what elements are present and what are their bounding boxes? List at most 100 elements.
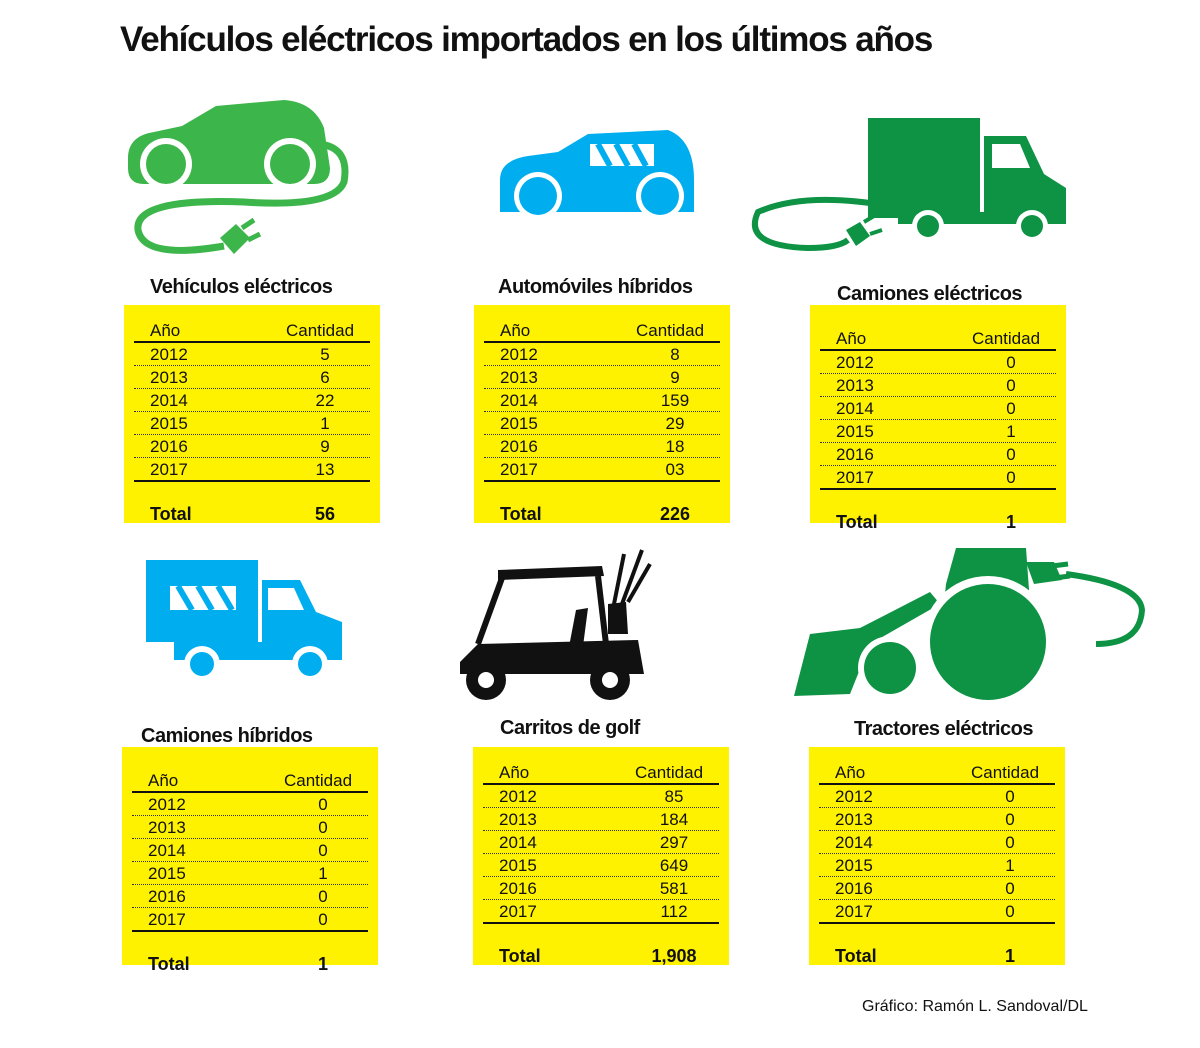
- table-box: Año Cantidad 2012 5 2013 6 2014 22 2015 1 2016 9 201…: [124, 305, 380, 524]
- data-table: Año Cantidad 2012 0 2013 0 2014 0 2015 1 2016 0 2017…: [132, 771, 368, 975]
- quantity-cell: 0: [318, 910, 328, 929]
- year-cell: 2017: [835, 902, 873, 921]
- table-row: 2015 1: [820, 420, 1056, 443]
- total-row: Total 1,908: [483, 946, 719, 967]
- quantity-cell: 0: [1005, 902, 1015, 921]
- total-value: 226: [659, 504, 691, 524]
- quantity-cell: 85: [664, 787, 684, 806]
- year-cell: 2012: [836, 353, 874, 372]
- year-cell: 2014: [499, 833, 537, 852]
- table-box: Año Cantidad 2012 0 2013 0 2014 0 2015 1 2016 0 2017…: [810, 305, 1066, 532]
- hybrid-truck-icon: [146, 560, 342, 682]
- quantity-cell: 29: [665, 414, 685, 433]
- total-label: Total: [836, 512, 878, 532]
- year-cell: 2013: [150, 368, 188, 387]
- year-cell: 2013: [500, 368, 538, 387]
- table-row: 2015 649: [483, 854, 719, 877]
- table-header: Año Cantidad: [819, 763, 1055, 785]
- table-row: 2012 85: [483, 785, 719, 808]
- quantity-cell: 1: [1006, 422, 1016, 441]
- table-row: 2013 0: [132, 816, 368, 839]
- table-row: 2014 0: [132, 839, 368, 862]
- year-cell: 2014: [148, 841, 186, 860]
- table-box: Año Cantidad 2012 0 2013 0 2014 0 2015 1 2016 0 2017…: [122, 747, 378, 974]
- year-cell: 2015: [499, 856, 537, 875]
- quantity-cell: 18: [665, 437, 685, 456]
- golf-cart-icon: [460, 549, 652, 700]
- year-cell: 2014: [500, 391, 538, 410]
- table-row: 2017 03: [484, 458, 720, 482]
- total-value: 1: [1004, 946, 1015, 966]
- quantity-cell: 649: [659, 856, 689, 875]
- year-cell: 2014: [836, 399, 874, 418]
- total-value: 56: [314, 504, 336, 524]
- year-cell: 2012: [835, 787, 873, 806]
- table-box: Año Cantidad 2012 85 2013 184 2014 297 2015 649 20…: [473, 747, 729, 967]
- header-quantity: Cantidad: [971, 329, 1041, 348]
- quantity-cell: 297: [659, 833, 689, 852]
- electric-truck-plug-icon: [751, 118, 1066, 252]
- total-value: 1,908: [651, 946, 697, 966]
- table-row: 2016 0: [819, 877, 1055, 900]
- table-row: 2016 0: [132, 885, 368, 908]
- table-box: Año Cantidad 2012 0 2013 0 2014 0 2015 1 2016 0 2017…: [809, 747, 1065, 966]
- table-row: 2015 1: [134, 412, 370, 435]
- table-row: 2013 0: [820, 374, 1056, 397]
- quantity-cell: 9: [670, 368, 680, 387]
- quantity-cell: 0: [1005, 833, 1015, 852]
- table-row: 2014 0: [820, 397, 1056, 420]
- table-row: 2012 8: [484, 343, 720, 366]
- table-row: 2012 0: [819, 785, 1055, 808]
- electric-tractor-plug-icon: [794, 548, 1146, 700]
- year-cell: 2014: [835, 833, 873, 852]
- header-quantity: Cantidad: [970, 763, 1040, 782]
- hybrid-car-icon: [500, 130, 694, 218]
- quantity-cell: 0: [1006, 399, 1016, 418]
- quantity-cell: 0: [1006, 376, 1016, 395]
- panel-title: Tractores eléctricos: [854, 718, 1034, 740]
- header-quantity: Cantidad: [635, 321, 705, 340]
- year-cell: 2015: [150, 414, 188, 433]
- page-title: Vehículos eléctricos importados en los ú…: [120, 20, 933, 59]
- panel-title: Camiones híbridos: [141, 725, 313, 747]
- table-row: 2012 5: [134, 343, 370, 366]
- table-header: Año Cantidad: [134, 321, 370, 343]
- quantity-cell: 03: [665, 460, 685, 479]
- table-row: 2012 0: [820, 351, 1056, 374]
- header-year: Año: [500, 321, 531, 340]
- year-cell: 2015: [500, 414, 538, 433]
- table-row: 2014 22: [134, 389, 370, 412]
- year-cell: 2013: [836, 376, 874, 395]
- header-year: Año: [150, 321, 181, 340]
- panel-title: Vehículos eléctricos: [150, 276, 333, 298]
- quantity-cell: 581: [659, 879, 689, 898]
- table-row: 2013 184: [483, 808, 719, 831]
- table-row: 2017 0: [819, 900, 1055, 924]
- data-table: Año Cantidad 2012 85 2013 184 2014 297 2015 649 20…: [483, 763, 719, 967]
- year-cell: 2012: [150, 345, 188, 364]
- table-row: 2014 297: [483, 831, 719, 854]
- total-row: Total 1: [132, 954, 368, 975]
- table-box: Año Cantidad 2012 8 2013 9 2014 159 2015 29 2016 18…: [474, 305, 730, 525]
- year-cell: 2017: [499, 902, 537, 921]
- quantity-cell: 0: [318, 818, 328, 837]
- year-cell: 2016: [499, 879, 537, 898]
- header-quantity: Cantidad: [283, 771, 353, 790]
- quantity-cell: 1: [1005, 856, 1015, 875]
- total-label: Total: [835, 946, 877, 966]
- table-row: 2012 0: [132, 793, 368, 816]
- year-cell: 2017: [150, 460, 188, 479]
- year-cell: 2016: [148, 887, 186, 906]
- total-label: Total: [500, 504, 542, 524]
- table-row: 2017 112: [483, 900, 719, 924]
- year-cell: 2013: [499, 810, 537, 829]
- table-header: Año Cantidad: [483, 763, 719, 785]
- table-header: Año Cantidad: [132, 771, 368, 793]
- year-cell: 2015: [148, 864, 186, 883]
- year-cell: 2015: [835, 856, 873, 875]
- total-row: Total 226: [484, 504, 720, 525]
- year-cell: 2016: [835, 879, 873, 898]
- header-year: Año: [836, 329, 867, 348]
- quantity-cell: 184: [659, 810, 689, 829]
- table-row: 2014 0: [819, 831, 1055, 854]
